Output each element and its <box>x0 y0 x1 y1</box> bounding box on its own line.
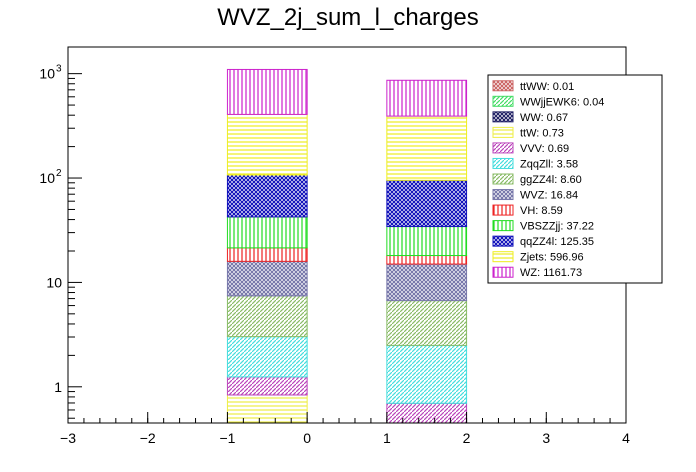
legend-label-VH: VH: 8.59 <box>520 205 563 217</box>
legend-swatch-WZ <box>492 266 514 278</box>
legend-label-VBSZZjj: VBSZZjj: 37.22 <box>520 221 594 233</box>
chart-title: WVZ_2j_sum_l_charges <box>217 4 479 31</box>
bar-VVV-bin-1 <box>226 376 308 396</box>
bar-WVZ-bin-2 <box>386 263 468 302</box>
legend-swatch-qqZZ4l <box>492 235 514 247</box>
y-tick-label: 10 <box>39 66 55 82</box>
legend-label-ttWW: ttWW: 0.01 <box>520 81 574 93</box>
bar-qqZZ4l-bin-1 <box>226 174 308 218</box>
bar-WZ-bin-1 <box>226 68 308 115</box>
bar-ttW-bin-1 <box>226 394 308 424</box>
x-tick-label: 2 <box>463 430 471 446</box>
bar-qqZZ4l-bin-2 <box>386 179 468 228</box>
y-tick-exponent: 2 <box>56 168 62 179</box>
legend-swatch-WW <box>492 111 514 123</box>
legend-label-WWjjEWK6: WWjjEWK6: 0.04 <box>520 96 604 108</box>
legend-swatch-WVZ <box>492 189 514 201</box>
legend-label-WZ: WZ: 1161.73 <box>520 267 582 279</box>
bar-WVZ-bin-1 <box>226 260 308 297</box>
bar-ggZZ4l-bin-1 <box>226 295 308 338</box>
bar-VBSZZjj-bin-1 <box>226 216 308 249</box>
legend-swatch-ttWW <box>492 80 514 92</box>
legend-label-WVZ: WVZ: 16.84 <box>520 190 578 202</box>
legend-label-ZqqZll: ZqqZll: 3.58 <box>520 158 578 170</box>
bar-ggZZ4l-bin-2 <box>386 300 468 346</box>
legend <box>487 74 663 284</box>
legend-swatch-VH <box>492 204 514 216</box>
bar-Zjets-bin-1 <box>226 113 308 176</box>
legend-swatch-ggZZ4l <box>492 173 514 185</box>
y-tick-label: 10 <box>39 170 55 186</box>
x-tick-label: 0 <box>303 430 311 446</box>
legend-swatch-Zjets <box>492 251 514 263</box>
legend-label-Zjets: Zjets: 596.96 <box>520 252 584 264</box>
legend-label-qqZZ4l: qqZZ4l: 125.35 <box>520 236 594 248</box>
x-tick-label: −2 <box>140 430 156 446</box>
x-tick-label: −1 <box>219 430 235 446</box>
x-tick-label: 3 <box>542 430 550 446</box>
legend-label-WW: WW: 0.67 <box>520 112 568 124</box>
x-tick-label: −3 <box>60 430 76 446</box>
legend-label-VVV: VVV: 0.69 <box>520 143 569 155</box>
y-tick-label: 10 <box>46 274 62 290</box>
legend-swatch-ttW <box>492 126 514 138</box>
legend-label-ttW: ttW: 0.73 <box>520 127 564 139</box>
legend-swatch-WWjjEWK6 <box>492 95 514 107</box>
bar-VH-bin-1 <box>226 247 308 262</box>
bar-VH-bin-2 <box>386 255 468 265</box>
legend-swatch-VBSZZjj <box>492 220 514 232</box>
bar-WZ-bin-2 <box>386 79 468 117</box>
bar-VVV-bin-2 <box>386 402 468 424</box>
x-tick-label: 1 <box>383 430 391 446</box>
y-tick-exponent: 3 <box>56 64 62 75</box>
legend-swatch-ZqqZll <box>492 157 514 169</box>
bar-ZqqZll-bin-2 <box>386 344 468 404</box>
bar-ZqqZll-bin-1 <box>226 336 308 378</box>
y-tick-label: 1 <box>54 379 62 395</box>
bar-VBSZZjj-bin-2 <box>386 226 468 257</box>
legend-label-ggZZ4l: ggZZ4l: 8.60 <box>520 174 582 186</box>
x-tick-label: 4 <box>622 430 630 446</box>
legend-swatch-VVV <box>492 142 514 154</box>
bar-Zjets-bin-2 <box>386 115 468 181</box>
